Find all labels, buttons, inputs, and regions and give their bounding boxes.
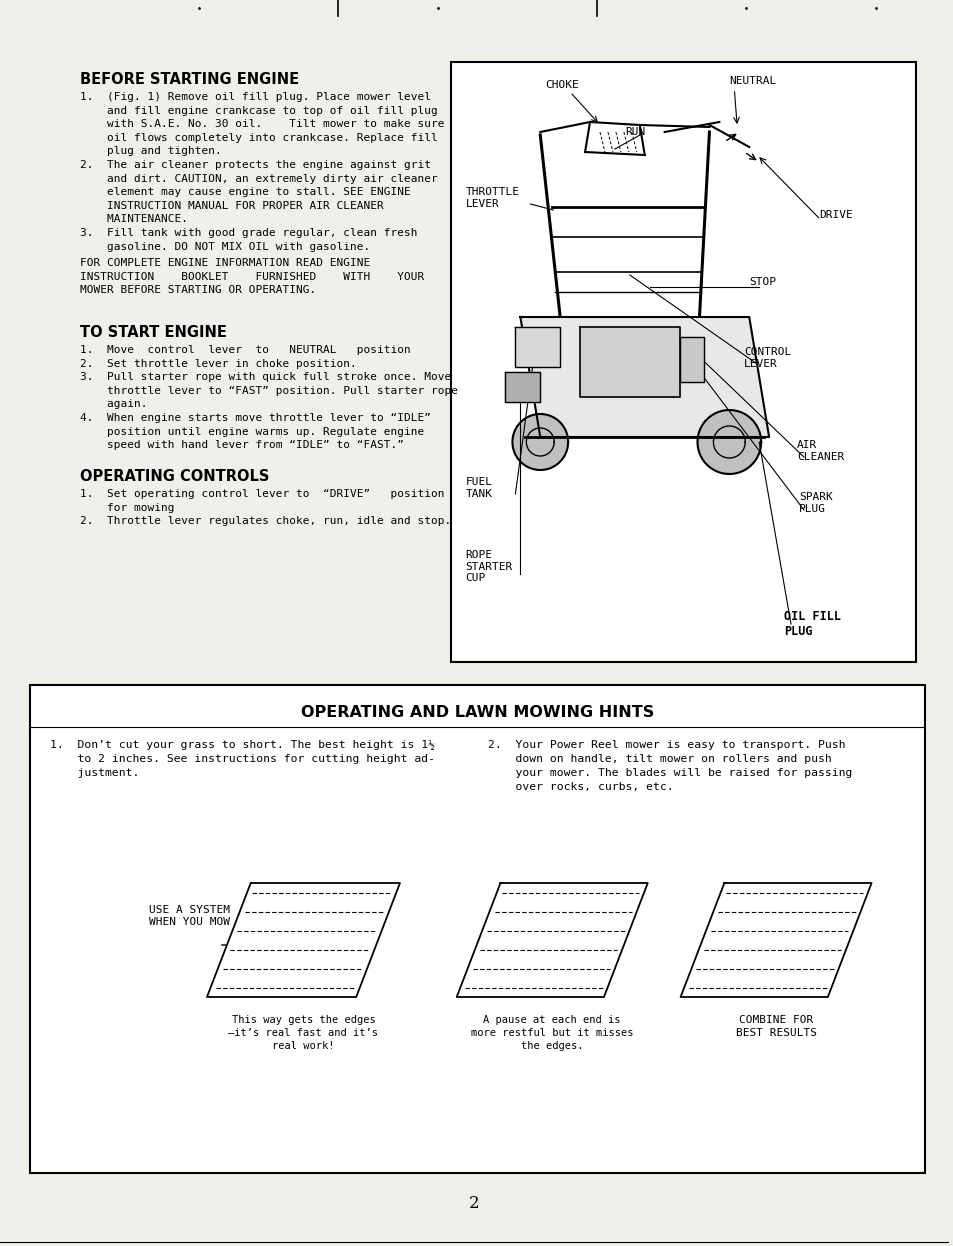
Text: OPERATING CONTROLS: OPERATING CONTROLS xyxy=(79,468,269,483)
Text: CONTROL
LEVER: CONTROL LEVER xyxy=(743,346,791,369)
Polygon shape xyxy=(519,316,768,437)
Text: BEFORE STARTING ENGINE: BEFORE STARTING ENGINE xyxy=(79,72,298,87)
Text: TO START ENGINE: TO START ENGINE xyxy=(79,325,226,340)
Text: DRIVE: DRIVE xyxy=(818,211,852,221)
Text: ROPE
STARTER
CUP: ROPE STARTER CUP xyxy=(465,549,513,583)
Bar xyxy=(30,685,924,1172)
Text: COMBINE FOR
BEST RESULTS: COMBINE FOR BEST RESULTS xyxy=(735,1015,816,1038)
Text: 1.  Set operating control lever to  “DRIVE”   position
    for mowing
2.  Thrott: 1. Set operating control lever to “DRIVE… xyxy=(79,488,451,526)
Text: AIR
CLEANER: AIR CLEANER xyxy=(796,440,843,461)
Polygon shape xyxy=(579,326,679,397)
Text: STOP: STOP xyxy=(748,277,776,287)
Text: 1.  Don’t cut your grass to short. The best height is 1½
    to 2 inches. See in: 1. Don’t cut your grass to short. The be… xyxy=(50,740,435,778)
Text: 2: 2 xyxy=(469,1195,479,1212)
Text: A pause at each end is
more restful but it misses
the edges.: A pause at each end is more restful but … xyxy=(471,1015,633,1050)
Text: OIL FILL
PLUG: OIL FILL PLUG xyxy=(783,611,841,638)
Text: CHOKE: CHOKE xyxy=(545,80,578,90)
Text: FUEL
TANK: FUEL TANK xyxy=(465,477,492,498)
Text: RUN: RUN xyxy=(624,127,644,137)
Text: This way gets the edges
—it’s real fast and it’s
real work!: This way gets the edges —it’s real fast … xyxy=(228,1015,378,1050)
Text: FOR COMPLETE ENGINE INFORMATION READ ENGINE
INSTRUCTION    BOOKLET    FURNISHED : FOR COMPLETE ENGINE INFORMATION READ ENG… xyxy=(79,258,423,295)
Text: SPARK
PLUG: SPARK PLUG xyxy=(799,492,832,513)
Text: THROTTLE
LEVER: THROTTLE LEVER xyxy=(465,187,519,208)
Polygon shape xyxy=(697,410,760,473)
Text: NEUTRAL: NEUTRAL xyxy=(728,76,776,86)
Text: OPERATING AND LAWN MOWING HINTS: OPERATING AND LAWN MOWING HINTS xyxy=(300,705,654,720)
Text: USE A SYSTEM
WHEN YOU MOW: USE A SYSTEM WHEN YOU MOW xyxy=(149,905,230,927)
Polygon shape xyxy=(512,414,568,470)
Polygon shape xyxy=(515,326,559,368)
Polygon shape xyxy=(679,883,871,997)
Text: 1.  Move  control  lever  to   NEUTRAL   position
2.  Set throttle lever in chok: 1. Move control lever to NEUTRAL positio… xyxy=(79,345,457,450)
Polygon shape xyxy=(679,336,703,383)
Polygon shape xyxy=(505,373,539,402)
Polygon shape xyxy=(207,883,399,997)
Text: 2.  Your Power Reel mower is easy to transport. Push
    down on handle, tilt mo: 2. Your Power Reel mower is easy to tran… xyxy=(487,740,851,792)
Bar xyxy=(450,62,916,662)
Polygon shape xyxy=(456,883,647,997)
Text: 1.  (Fig. 1) Remove oil fill plug. Place mower level
    and fill engine crankca: 1. (Fig. 1) Remove oil fill plug. Place … xyxy=(79,92,444,252)
